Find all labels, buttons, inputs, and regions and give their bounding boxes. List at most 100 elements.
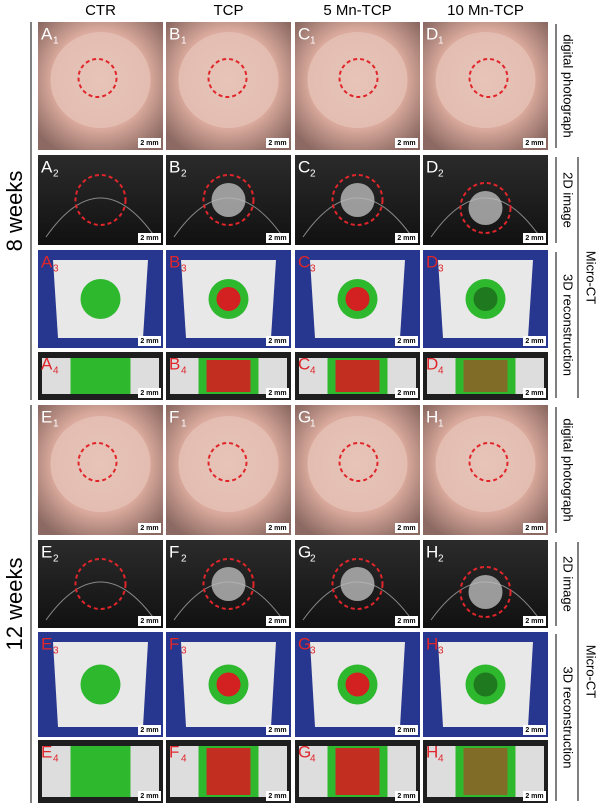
panel-letter: A (41, 24, 53, 43)
panel (38, 155, 163, 245)
panel-letter: A (41, 252, 53, 271)
panel-subscript: 1 (53, 36, 59, 47)
panel-letter: D (426, 252, 438, 271)
knee-shape (307, 416, 408, 512)
scale-bar-bg (523, 725, 546, 735)
column-header: CTR (85, 2, 116, 19)
scale-bar: 2 mm (268, 140, 286, 147)
defect-circle (207, 58, 248, 98)
scale-bar: 2 mm (140, 793, 158, 800)
column-header: TCP (214, 2, 244, 19)
panel-letter: D (426, 157, 438, 176)
panel-subscript: 2 (310, 169, 316, 180)
defect-circle (331, 558, 384, 610)
panel-letter: G (298, 634, 311, 653)
scale-bar-bg (138, 388, 161, 398)
knee-shape (178, 416, 279, 512)
scaffold (468, 191, 503, 225)
panel-letter: C (298, 24, 310, 43)
scaffold-3d (216, 672, 241, 697)
group-label: 8 weeks (2, 171, 27, 252)
scale-bar-bg (523, 523, 546, 533)
defect-circle (74, 174, 127, 226)
panel-subscript: 2 (310, 554, 316, 565)
panel-subscript: 4 (181, 754, 187, 765)
micro-ct-label: Micro-CT (584, 251, 599, 304)
scale-bar: 2 mm (525, 793, 543, 800)
scale-bar: 2 mm (525, 338, 543, 345)
scale-bar-bg (395, 725, 418, 735)
new-bone-slice (70, 358, 131, 394)
scale-bar: 2 mm (268, 727, 286, 734)
scaffold-3d (345, 287, 370, 311)
scale-bar: 2 mm (525, 525, 543, 532)
row-label: 3D reconstruction (561, 667, 576, 769)
scale-bar: 2 mm (525, 727, 543, 734)
knee-shape (435, 32, 536, 128)
scale-bar: 2 mm (397, 235, 415, 242)
scale-bar-bg (138, 138, 161, 148)
defect-circle (338, 58, 379, 98)
scale-bar: 2 mm (525, 390, 543, 397)
scaffold (468, 575, 503, 609)
panel-letter: H (426, 742, 438, 761)
scale-bar-bg (523, 791, 546, 801)
scale-bar: 2 mm (268, 390, 286, 397)
panel-letter: H (426, 407, 438, 426)
knee-shape (50, 32, 151, 128)
scale-bar: 2 mm (140, 338, 158, 345)
scale-bar: 2 mm (140, 390, 158, 397)
scale-bar: 2 mm (397, 338, 415, 345)
panel-subscript: 1 (53, 419, 59, 430)
panel-letter: B (169, 354, 180, 373)
knee-shape (435, 416, 536, 512)
panel-subscript: 1 (438, 419, 444, 430)
defect-circle (459, 182, 512, 234)
panel-subscript: 2 (438, 554, 444, 565)
scaffold-3d (216, 287, 241, 311)
panel-subscript: 1 (438, 36, 444, 47)
row-label: digital photograph (561, 34, 576, 137)
scale-bar-bg (266, 138, 289, 148)
scale-bar-bg (266, 791, 289, 801)
scale-bar-bg (138, 791, 161, 801)
panel-letter: F (169, 634, 179, 653)
panel-letter: E (41, 407, 52, 426)
panel-letter: G (298, 407, 311, 426)
scale-bar-bg (395, 791, 418, 801)
panel-letter: B (169, 24, 180, 43)
panel-subscript: 3 (310, 646, 316, 657)
defect-circle (202, 558, 255, 610)
scaffold-slice (206, 360, 251, 392)
panel-subscript: 2 (181, 554, 187, 565)
scale-bar: 2 mm (268, 525, 286, 532)
new-bone (80, 279, 121, 319)
defect-circle (77, 442, 118, 482)
scale-bar: 2 mm (140, 618, 158, 625)
panel-subscript: 4 (438, 366, 444, 377)
knee-shape (50, 416, 151, 512)
panel-subscript: 1 (310, 36, 316, 47)
panel (38, 540, 163, 628)
scale-bar-bg (395, 616, 418, 626)
panel-subscript: 2 (53, 554, 59, 565)
scale-bar: 2 mm (140, 235, 158, 242)
scale-bar-bg (523, 336, 546, 346)
panel-letter: G (298, 742, 311, 761)
scaffold-3d (345, 672, 370, 697)
panel-subscript: 3 (438, 264, 444, 275)
bone-outline (45, 581, 156, 621)
bone-outline (45, 197, 156, 238)
column-header: 10 Mn-TCP (447, 2, 524, 19)
group-label: 12 weeks (2, 558, 27, 651)
scaffold-slice (463, 748, 508, 795)
row-label: 2D image (561, 556, 576, 612)
scale-bar-bg (395, 233, 418, 243)
panel-letter: C (298, 252, 310, 271)
panel-letter: C (298, 157, 310, 176)
panel-letter: C (298, 354, 310, 373)
panel-subscript: 4 (53, 366, 59, 377)
scaffold (211, 567, 246, 601)
panel-letter: E (41, 542, 52, 561)
scale-bar: 2 mm (268, 338, 286, 345)
